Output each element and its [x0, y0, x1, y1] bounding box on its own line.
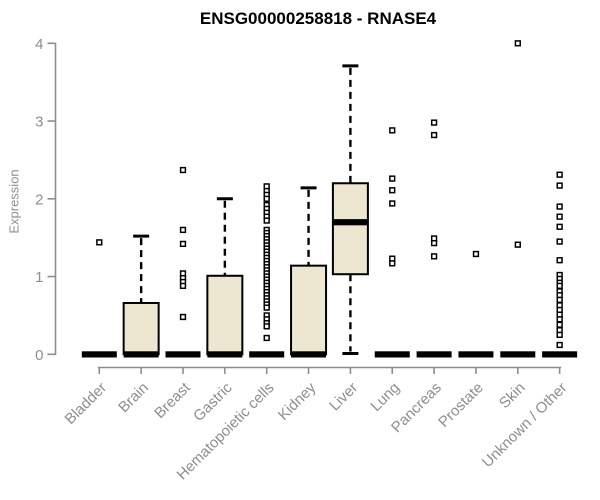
box-liver — [331, 182, 369, 276]
outlier-point-skin — [514, 241, 521, 248]
x-tick-label-skin: Skin — [496, 379, 529, 412]
median-line-pancreas — [416, 351, 452, 358]
outlier-point-lung — [389, 260, 396, 267]
outlier-point-skin — [514, 40, 521, 47]
x-tick-label-brain: Brain — [115, 379, 152, 416]
median-line-kidney — [291, 351, 327, 358]
y-tick-label-1: 1 — [35, 269, 43, 286]
median-line-breast — [165, 351, 201, 358]
outlier-point-lung — [389, 175, 396, 182]
median-line-unknown-other — [542, 351, 578, 358]
outlier-point-unknown-other — [556, 341, 563, 349]
outlier-point-unknown-other — [556, 213, 563, 220]
outlier-point-breast — [179, 166, 187, 174]
chart-title: ENSG00000258818 - RNASE4 — [199, 9, 437, 28]
box-brain — [122, 301, 160, 356]
median-line-lung — [374, 351, 410, 358]
outlier-point-unknown-other — [556, 238, 563, 245]
outlier-point-unknown-other — [556, 331, 563, 339]
outlier-point-prostate — [472, 250, 480, 258]
outlier-point-hematopoietic-cells — [263, 217, 270, 224]
median-line-liver — [332, 219, 368, 226]
y-tick-label-0: 0 — [35, 347, 43, 364]
outlier-point-pancreas — [430, 119, 438, 126]
outlier-point-unknown-other — [556, 203, 563, 210]
median-line-bladder — [81, 351, 117, 358]
outlier-point-unknown-other — [556, 316, 563, 323]
outlier-point-breast — [179, 313, 187, 321]
y-tick-label-4: 4 — [35, 36, 43, 53]
outlier-point-breast — [179, 226, 187, 234]
x-tick-label-prostate: Prostate — [435, 379, 487, 431]
median-line-prostate — [458, 351, 494, 358]
outlier-point-hematopoietic-cells — [263, 323, 270, 330]
outlier-point-unknown-other — [556, 282, 563, 290]
x-tick-label-kidney: Kidney — [275, 379, 320, 424]
y-tick-label-2: 2 — [35, 191, 43, 208]
outlier-point-breast — [179, 282, 187, 290]
x-tick-label-bladder: Bladder — [62, 379, 111, 428]
outlier-point-unknown-other — [556, 223, 563, 230]
box-kidney — [290, 264, 328, 356]
outlier-point-unknown-other — [556, 182, 563, 189]
outlier-point-hematopoietic-cells — [263, 334, 270, 342]
median-line-skin — [500, 351, 536, 358]
outlier-point-pancreas — [430, 253, 438, 260]
outlier-point-unknown-other — [556, 321, 563, 328]
outlier-point-bladder — [96, 239, 103, 246]
y-tick-label-3: 3 — [35, 114, 43, 131]
outlier-point-unknown-other — [556, 296, 563, 304]
outlier-point-pancreas — [430, 131, 438, 139]
outlier-point-unknown-other — [556, 171, 563, 178]
median-line-hematopoietic-cells — [249, 351, 285, 358]
outlier-point-breast — [179, 240, 187, 248]
outlier-point-hematopoietic-cells — [263, 304, 270, 311]
median-line-gastric — [207, 351, 243, 358]
outlier-point-lung — [389, 200, 396, 207]
box-gastric — [206, 274, 244, 356]
outlier-point-unknown-other — [556, 257, 563, 264]
outlier-point-pancreas — [430, 239, 438, 247]
x-tick-label-liver: Liver — [326, 379, 361, 414]
outlier-point-lung — [389, 187, 396, 194]
x-tick-label-lung: Lung — [367, 379, 403, 415]
outlier-point-hematopoietic-cells — [263, 195, 270, 202]
median-line-brain — [123, 351, 159, 358]
x-tick-label-breast: Breast — [151, 379, 194, 422]
outlier-point-lung — [389, 127, 396, 134]
